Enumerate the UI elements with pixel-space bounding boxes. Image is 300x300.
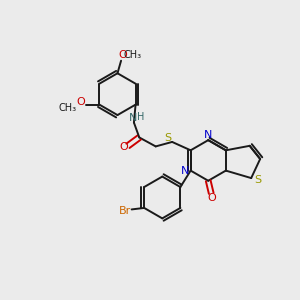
Text: O: O (119, 142, 128, 152)
Text: O: O (207, 194, 216, 203)
Text: N: N (129, 113, 137, 123)
Text: Br: Br (119, 206, 131, 216)
Text: S: S (164, 133, 171, 143)
Text: O: O (118, 50, 127, 60)
Text: O: O (76, 97, 85, 106)
Text: CH₃: CH₃ (58, 103, 76, 113)
Text: CH₃: CH₃ (124, 50, 142, 60)
Text: N: N (203, 130, 212, 140)
Text: N: N (181, 166, 190, 176)
Text: S: S (254, 175, 261, 185)
Text: H: H (137, 112, 144, 122)
